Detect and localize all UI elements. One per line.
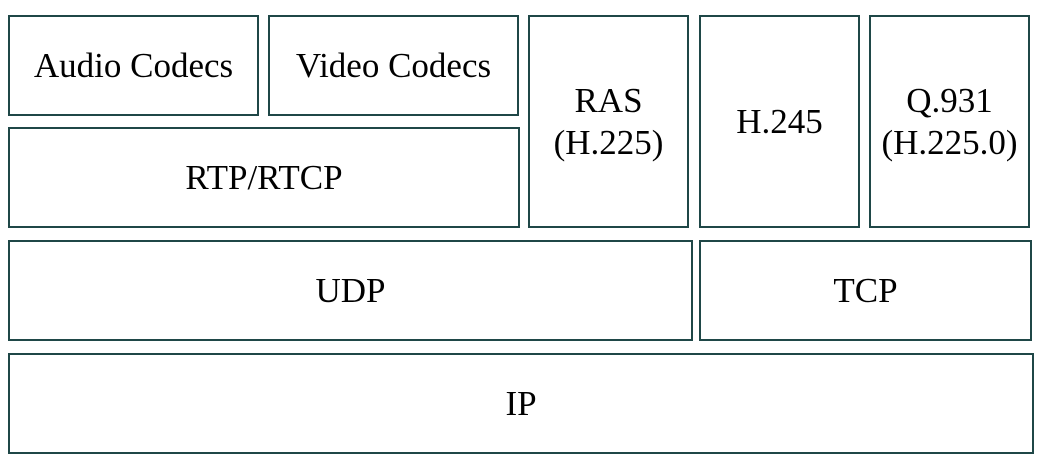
ip-label: IP xyxy=(505,383,537,423)
ip-box: IP xyxy=(8,353,1034,454)
ras-label-line2: (H.225) xyxy=(553,122,664,162)
q931-label: Q.931 (H.225.0) xyxy=(881,80,1017,164)
udp-box: UDP xyxy=(8,240,693,341)
ras-label: RAS (H.225) xyxy=(554,80,664,164)
audio-codecs-label: Audio Codecs xyxy=(33,45,234,85)
tcp-box: TCP xyxy=(699,240,1032,341)
ras-label-line1: RAS xyxy=(574,80,643,120)
q931-label-line1: Q.931 xyxy=(906,80,993,120)
q931-box: Q.931 (H.225.0) xyxy=(869,15,1030,228)
audio-codecs-box: Audio Codecs xyxy=(8,15,259,116)
rtp-rtcp-label: RTP/RTCP xyxy=(185,157,343,197)
video-codecs-label: Video Codecs xyxy=(295,45,492,85)
video-codecs-box: Video Codecs xyxy=(268,15,519,116)
tcp-label: TCP xyxy=(833,270,898,310)
h245-label: H.245 xyxy=(736,101,823,141)
udp-label: UDP xyxy=(315,270,386,310)
h245-box: H.245 xyxy=(699,15,860,228)
rtp-rtcp-box: RTP/RTCP xyxy=(8,127,520,228)
q931-label-line2: (H.225.0) xyxy=(881,122,1018,162)
ras-box: RAS (H.225) xyxy=(528,15,689,228)
